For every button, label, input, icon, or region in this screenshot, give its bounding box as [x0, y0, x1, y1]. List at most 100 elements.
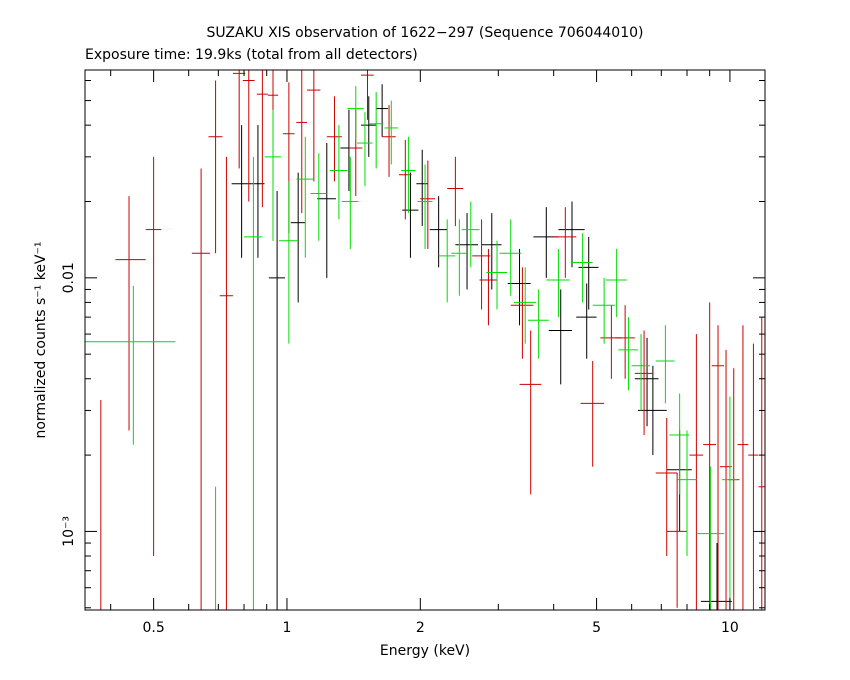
data-point — [244, 156, 263, 610]
data-point — [429, 196, 448, 268]
data-point — [207, 486, 224, 611]
x-tick-label: 0.5 — [142, 620, 164, 636]
data-point — [296, 136, 314, 258]
data-point — [507, 248, 531, 326]
data-point — [737, 325, 749, 610]
x-axis-label: Energy (keV) — [380, 643, 470, 659]
data-point — [402, 172, 419, 258]
data-point — [347, 86, 364, 140]
data-point — [553, 207, 577, 278]
data-point — [666, 472, 687, 608]
data-point — [510, 267, 534, 359]
data-point — [558, 201, 585, 268]
data-point — [382, 105, 396, 177]
x-tick-label: 2 — [416, 620, 425, 636]
data-point — [329, 125, 348, 220]
data-point — [361, 96, 377, 157]
data-point — [219, 156, 233, 610]
data-point — [605, 248, 627, 318]
data-point — [703, 302, 716, 610]
data-point — [242, 70, 255, 202]
data-point — [748, 343, 759, 610]
data-series-3 — [85, 86, 738, 611]
data-point — [438, 219, 456, 303]
data-point — [85, 285, 176, 445]
data-point — [711, 325, 725, 610]
data-point — [499, 219, 522, 296]
data-point — [340, 109, 358, 191]
data-point — [264, 109, 282, 241]
data-point — [571, 233, 593, 303]
chart-subtitle: Exposure time: 19.9ks (total from all de… — [85, 47, 418, 63]
data-point — [145, 156, 162, 557]
data-point — [87, 399, 114, 611]
data-point — [546, 248, 570, 318]
data-point — [600, 305, 622, 379]
data-point — [376, 84, 388, 137]
x-tick-label: 1 — [283, 620, 292, 636]
plot-area — [85, 70, 765, 611]
data-point — [527, 289, 549, 359]
data-point — [592, 277, 615, 344]
data-point — [384, 100, 398, 165]
data-point — [513, 267, 537, 344]
data-point — [669, 393, 690, 495]
data-point — [519, 330, 542, 495]
data-point — [368, 92, 384, 169]
data-point — [279, 181, 299, 344]
data-series-1 — [231, 84, 732, 610]
data-point — [451, 219, 468, 296]
data-point — [317, 143, 336, 278]
data-point — [533, 207, 559, 278]
data-point — [191, 168, 210, 610]
data-point — [416, 149, 428, 227]
data-point — [326, 96, 342, 182]
data-point — [208, 80, 223, 254]
data-point — [677, 430, 697, 557]
data-point — [479, 248, 498, 326]
plot-frame — [84, 69, 766, 611]
data-point — [290, 172, 306, 303]
data-point — [631, 334, 650, 411]
data-point — [578, 236, 599, 310]
data-point — [115, 196, 146, 431]
data-point — [614, 305, 635, 379]
data-point — [472, 219, 491, 310]
y-tick-label: 0.01 — [61, 262, 77, 293]
data-point — [357, 112, 373, 187]
y-tick-label: 10⁻³ — [61, 516, 77, 547]
data-series-2 — [87, 70, 765, 611]
data-point — [700, 543, 732, 610]
data-point — [420, 160, 436, 249]
data-point — [398, 139, 412, 220]
data-point — [655, 418, 678, 557]
data-point — [231, 125, 252, 258]
data-point — [417, 164, 433, 249]
data-point — [461, 201, 480, 268]
data-point — [310, 153, 327, 241]
data-point — [634, 337, 659, 427]
data-point — [256, 70, 268, 208]
data-point — [576, 283, 597, 359]
data-point — [486, 240, 508, 310]
data-point — [758, 317, 765, 610]
data-point — [655, 325, 675, 404]
data-point — [696, 466, 725, 610]
data-point — [296, 70, 308, 214]
data-point — [455, 213, 479, 290]
data-point — [447, 156, 464, 227]
y-axis-label: normalized counts s⁻¹ keV⁻¹ — [33, 241, 49, 438]
data-point — [341, 156, 359, 249]
data-point — [232, 70, 246, 169]
data-point — [637, 365, 667, 456]
x-tick-label: 10 — [721, 620, 739, 636]
chart-title: SUZAKU XIS observation of 1622−297 (Sequ… — [207, 25, 644, 41]
data-point — [481, 213, 502, 290]
data-point — [634, 330, 653, 436]
data-point — [401, 136, 416, 214]
data-point — [722, 396, 738, 610]
data-point — [307, 70, 321, 182]
data-point — [268, 190, 286, 610]
data-point — [361, 70, 374, 120]
